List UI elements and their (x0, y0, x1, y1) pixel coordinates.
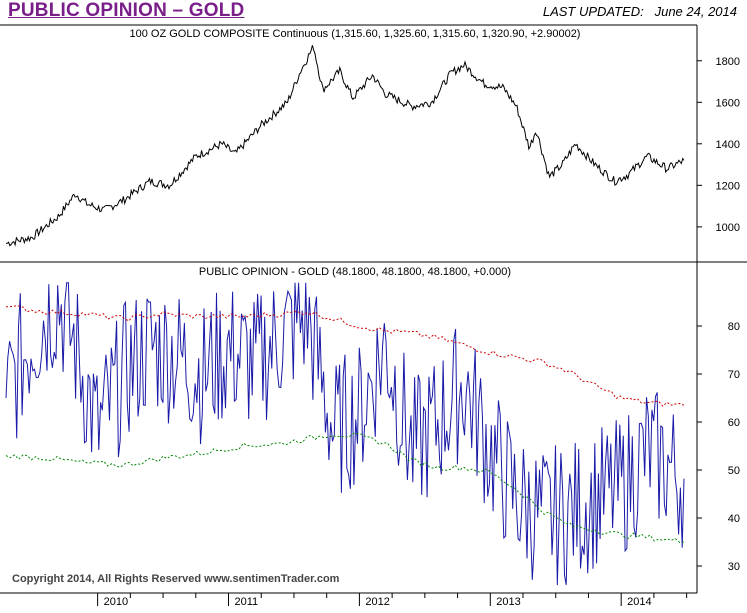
last-updated: LAST UPDATED: June 24, 2014 (543, 4, 737, 19)
y-tick-label: 40 (728, 513, 740, 525)
opinion-series (5, 282, 685, 586)
page-title: PUBLIC OPINION – GOLD (8, 0, 245, 21)
copyright-text: Copyright 2014, All Rights Reserved www.… (12, 573, 340, 585)
y-tick-label: 1400 (716, 139, 740, 151)
top-y-axis: 1000 1200 1400 1600 1800 (697, 56, 740, 234)
y-tick-label: 1000 (716, 222, 740, 234)
lower-band-line (5, 432, 685, 544)
gold-price-series (5, 45, 685, 247)
x-tick-label: 2011 (235, 596, 259, 608)
public-opinion-line (5, 282, 685, 586)
x-axis: 2010 2011 2012 2013 2014 (97, 593, 688, 608)
upper-band-line (6, 305, 685, 407)
y-tick-label: 1800 (716, 56, 740, 68)
y-tick-label: 30 (728, 561, 740, 573)
y-tick-label: 80 (728, 321, 740, 333)
last-updated-date: June 24, 2014 (654, 4, 737, 19)
bottom-y-axis: 30 40 50 60 70 80 (697, 321, 740, 573)
y-tick-label: 70 (728, 369, 740, 381)
bottom-panel-title: PUBLIC OPINION - GOLD (48.1800, 48.1800,… (199, 266, 511, 278)
x-tick-label: 2012 (365, 596, 389, 608)
y-tick-label: 1200 (716, 180, 740, 192)
x-tick-label: 2013 (496, 596, 520, 608)
top-panel-title: 100 OZ GOLD COMPOSITE Continuous (1,315.… (130, 28, 581, 40)
last-updated-label: LAST UPDATED: (542, 4, 644, 19)
gold-price-line (5, 45, 685, 247)
y-tick-label: 50 (728, 465, 740, 477)
x-tick-label: 2014 (627, 596, 651, 608)
x-tick-label: 2010 (104, 596, 128, 608)
y-tick-label: 1600 (716, 97, 740, 109)
y-tick-label: 60 (728, 417, 740, 429)
